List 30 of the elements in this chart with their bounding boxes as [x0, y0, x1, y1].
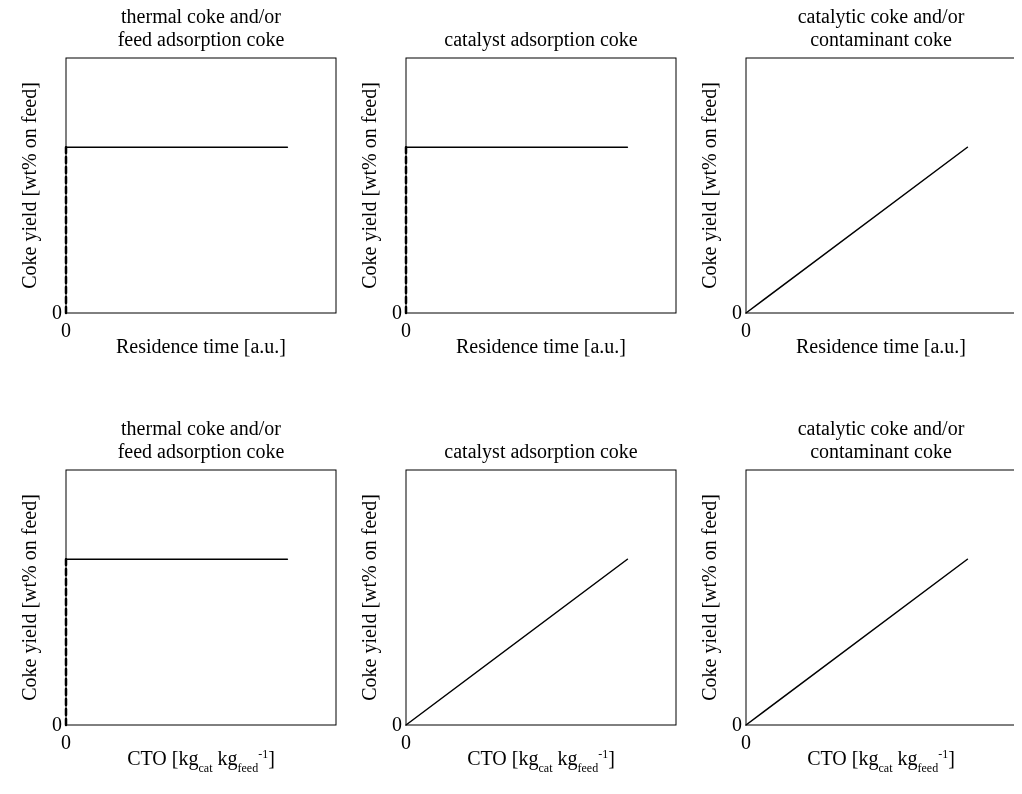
text: 0 [52, 301, 62, 323]
y-axis-title: Coke yield [wt% on feed] [358, 82, 381, 289]
text: 0 [741, 731, 751, 753]
text: 0 [741, 319, 751, 341]
x-axis-title: CTO [kg$_{cat}$ kg$_{feed}$$^{-1}$] [807, 747, 955, 775]
x-axis-title: CTO [kg$_{cat}$ kg$_{feed}$$^{-1}$] [127, 747, 275, 775]
text: 0 [61, 731, 71, 753]
text: 0 [732, 301, 742, 323]
text: 0 [401, 731, 411, 753]
chart-title: thermal coke and/or feed adsorption coke [117, 5, 285, 51]
y-axis-title: Coke yield [wt% on feed] [18, 494, 41, 701]
text: 0 [392, 713, 402, 735]
chart-title: catalytic coke and/or contaminant coke [797, 5, 965, 50]
y-axis-title: Coke yield [wt% on feed] [18, 82, 41, 289]
chart-title: catalyst adsorption coke [444, 28, 638, 51]
y-axis-title: Coke yield [wt% on feed] [358, 494, 381, 701]
text: 0 [52, 713, 62, 735]
y-axis-title: Coke yield [wt% on feed] [698, 82, 721, 289]
text: 0 [61, 319, 71, 341]
chart-title: thermal coke and/or feed adsorption coke [117, 417, 285, 463]
x-axis-title: Residence time [a.u.] [116, 335, 286, 357]
y-axis-title: Coke yield [wt% on feed] [698, 494, 721, 701]
text: 0 [392, 301, 402, 323]
text: 0 [732, 713, 742, 735]
chart-title: catalyst adsorption coke [444, 440, 638, 463]
x-axis-title: Residence time [a.u.] [796, 335, 966, 357]
x-axis-title: Residence time [a.u.] [456, 335, 626, 357]
text: 0 [401, 319, 411, 341]
x-axis-title: CTO [kg$_{cat}$ kg$_{feed}$$^{-1}$] [467, 747, 615, 775]
chart-title: catalytic coke and/or contaminant coke [797, 417, 965, 462]
